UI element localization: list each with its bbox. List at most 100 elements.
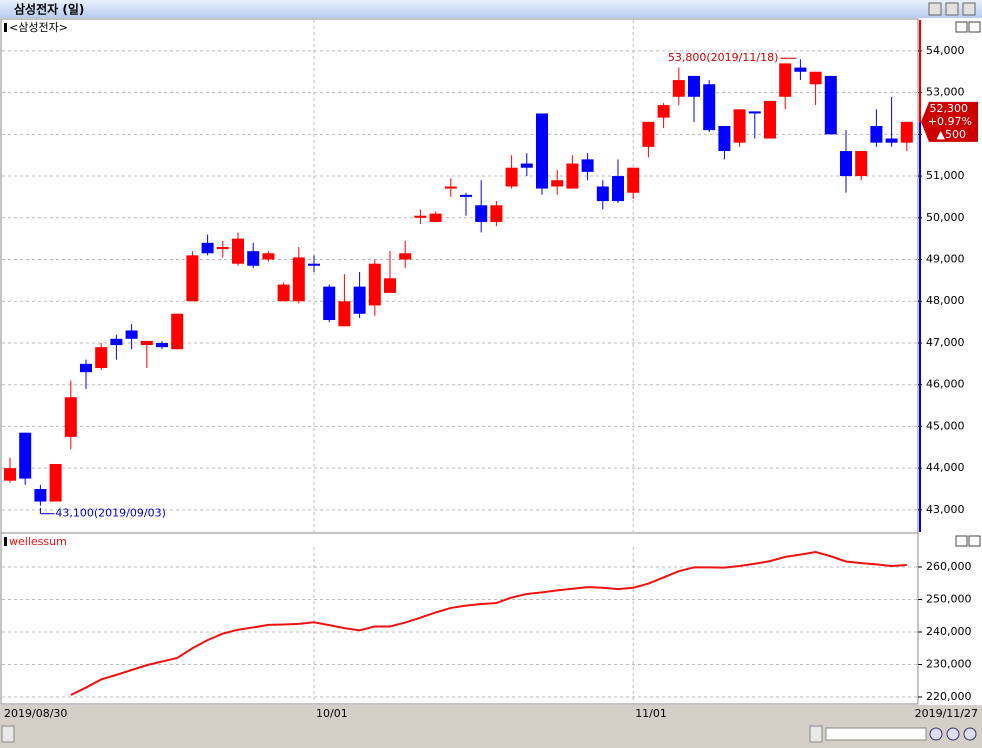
y-tick-label: 230,000 [926,657,972,670]
annotation: 53,800(2019/11/18) [668,51,778,64]
candle-body [216,246,229,250]
candle-body [855,151,868,177]
auto-button[interactable] [963,727,977,741]
x-tick-label: 11/01 [635,707,667,720]
y-tick-label: 53,000 [926,86,965,99]
candle-body [186,255,199,302]
candle-body [536,113,548,189]
candle-body [885,138,898,143]
panel-restore[interactable] [955,21,968,33]
candle-body [596,186,609,202]
candle-body [718,125,731,152]
candle-body [4,468,16,481]
candle-body [475,205,488,222]
candle-body [368,263,381,306]
last-price: 52,300 [930,102,969,115]
candle-body [110,338,123,346]
x-tick-label: 10/01 [316,707,348,720]
y-tick-label: 250,000 [926,592,972,605]
y-tick-label: 46,000 [926,378,965,391]
candle-body [764,100,776,139]
candle-body [247,251,260,266]
zoom-in[interactable] [929,727,943,741]
candle-body [794,67,807,72]
candle-body [34,489,47,502]
close-button[interactable] [962,2,976,16]
panel-restore[interactable] [955,535,968,547]
candle-body [612,176,624,202]
candle-body [809,71,822,85]
y-tick-label: 47,000 [926,336,965,349]
y-tick-label: 240,000 [926,625,972,638]
last-change-pct: +0.97% [928,115,972,128]
candle-body [505,167,518,187]
candle-body [672,80,685,97]
candle-body [323,286,336,321]
indicator-line [70,551,907,696]
candle-body [232,238,244,264]
window-title: 삼성전자 (일) [14,2,84,17]
title-bar [0,0,982,18]
candle-body [292,257,305,302]
scrollbar[interactable] [0,724,982,744]
candle-body [627,167,640,193]
candle-body [900,121,913,143]
last-price-box [921,101,978,142]
maximize-button[interactable] [945,2,959,16]
x-tick-label: 2019/11/27 [915,707,978,720]
candle-body [703,84,716,131]
y-tick-label: 45,000 [926,419,965,432]
candle-body [384,278,396,293]
panel-close[interactable] [968,21,981,33]
scroll-right[interactable] [809,725,823,743]
candle-body [642,121,655,147]
candle-body [156,342,168,348]
candle-body [80,363,92,373]
y-tick-label: 49,000 [926,253,965,266]
chart-title: <삼성전자> [9,21,68,34]
candle-body [414,215,427,218]
annotation: 43,100(2019/09/03) [55,507,165,520]
panel-marker [4,537,7,546]
y-tick-label: 51,000 [926,169,965,182]
candle-body [733,109,746,143]
candle-body [688,75,700,97]
panel-close[interactable] [968,535,981,547]
zoom-slider[interactable] [825,727,927,741]
last-change: ▲500 [937,128,966,141]
candle-body [748,111,761,114]
candle-body [551,180,564,187]
indicator-panel [0,532,919,705]
candle-body [581,159,594,172]
chart-area [0,18,982,705]
candle-body [171,313,184,350]
candle-body [308,263,320,266]
candle-body [566,163,579,189]
y-tick-label: 220,000 [926,690,972,703]
y-tick-label: 44,000 [926,461,965,474]
zoom-out[interactable] [946,727,960,741]
candle-body [277,284,290,302]
y-tick-label: 260,000 [926,560,972,573]
y-tick-label: 54,000 [926,44,965,57]
y-tick-label: 48,000 [926,294,965,307]
candle-body [95,347,108,369]
candle-body [520,163,533,168]
candle-body [64,397,77,437]
panel-marker [4,23,7,32]
candle-body [870,125,883,143]
candle-body [490,205,503,222]
candle-body [399,253,412,260]
candle-body [19,432,32,479]
candle-body [125,330,138,339]
candle-body [262,253,275,260]
candle-body [824,75,837,135]
candle-body [429,213,442,222]
candle-body [353,286,366,314]
minimize-button[interactable] [928,2,942,16]
scroll-left[interactable] [1,725,15,743]
candle-body [840,151,852,177]
candle-body [49,463,62,502]
